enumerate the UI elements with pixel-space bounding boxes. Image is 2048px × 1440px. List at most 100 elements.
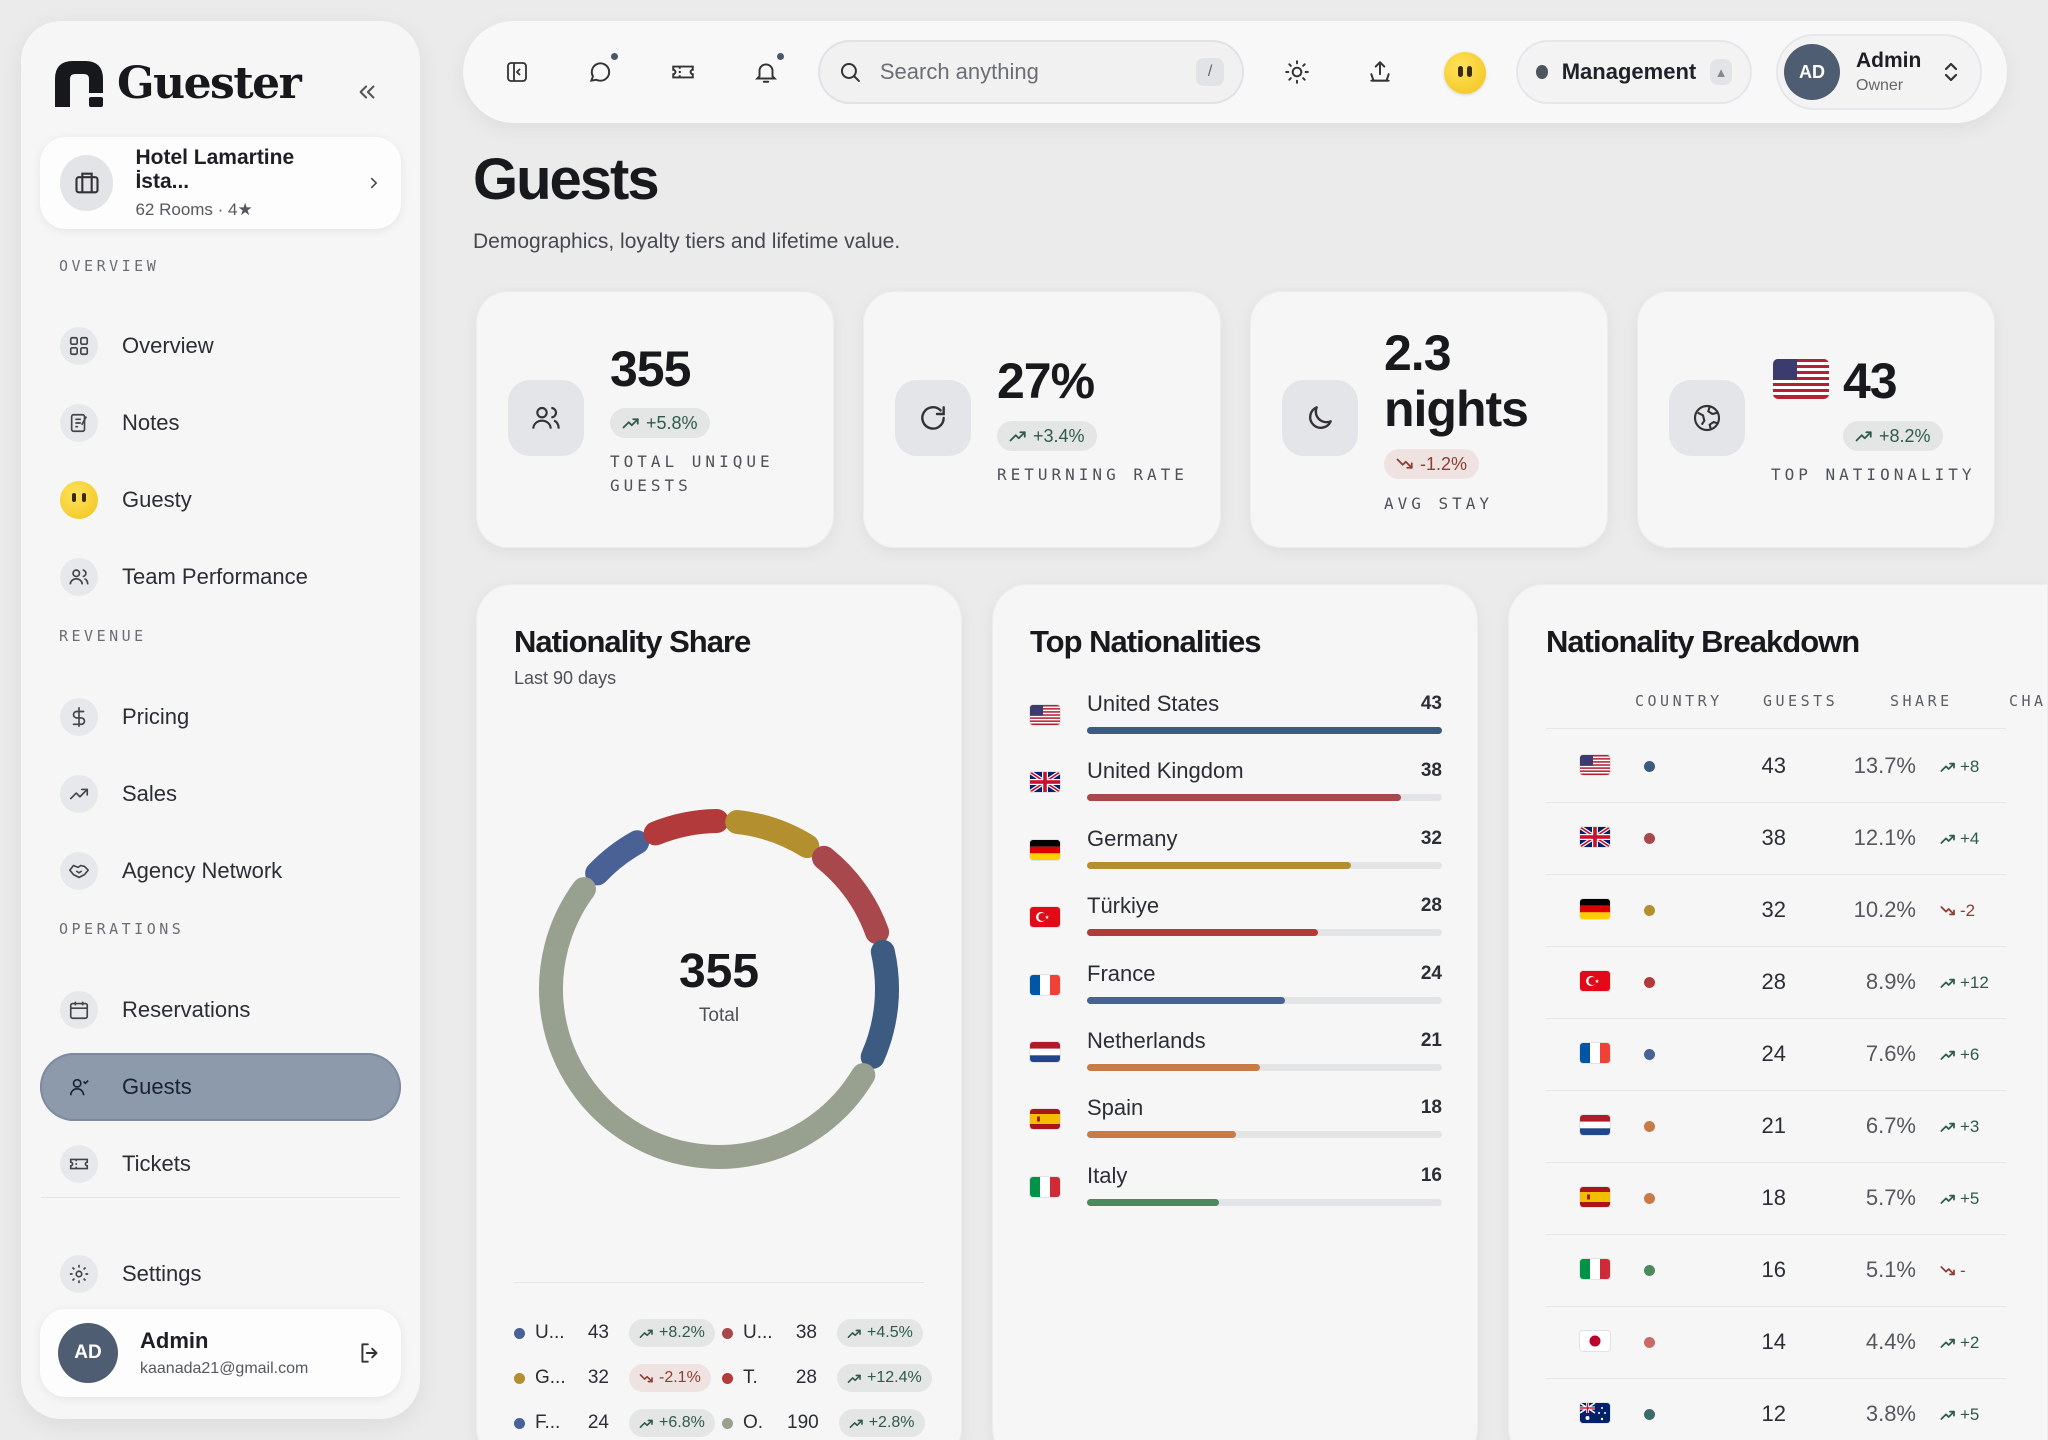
legend-item[interactable]: O. 190 +2.8% (722, 1409, 925, 1437)
tickets-button[interactable] (659, 48, 707, 96)
guests-cell: 24 (1761, 1041, 1786, 1066)
nationality-bar-türkiye[interactable]: Türkiye 28 (1030, 893, 1442, 953)
stat-value: 27% (997, 353, 1095, 409)
nationality-bar-united-states[interactable]: United States 43 (1030, 691, 1442, 751)
donut-slice-germany[interactable] (725, 809, 820, 859)
table-row[interactable]: 38 12.1% +4 (1546, 803, 2006, 875)
donut-slice-united-states[interactable] (860, 939, 899, 1069)
us-flag-icon (1030, 705, 1060, 725)
nationality-bar-united-kingdom[interactable]: United Kingdom 38 (1030, 758, 1442, 818)
legend-label: U... (743, 1322, 773, 1343)
nationality-bar-spain[interactable]: Spain 18 (1030, 1095, 1442, 1155)
collapse-sidebar-button[interactable] (356, 81, 378, 103)
toggle-panel-button[interactable] (493, 48, 541, 96)
legend-item[interactable]: T. 28 +12.4% (722, 1364, 932, 1392)
sidebar-item-team-performance[interactable]: Team Performance (40, 543, 401, 611)
table-row[interactable]: 32 10.2% -2 (1546, 875, 2006, 947)
chevron-up-icon: ▲ (1710, 59, 1732, 85)
guesty-emoji-icon[interactable] (1444, 52, 1486, 94)
table-row[interactable]: 21 6.7% +3 (1546, 1091, 2006, 1163)
bar-fill (1087, 929, 1319, 937)
bar-value: 24 (1420, 962, 1442, 984)
table-row[interactable]: 18 5.7% +5 (1546, 1163, 2006, 1235)
guests-cell: 32 (1761, 897, 1786, 922)
theme-toggle-button[interactable] (1273, 48, 1321, 96)
donut-slice-united-kingdom[interactable] (812, 845, 890, 945)
bar-label: France (1087, 960, 1156, 986)
table-row[interactable]: 14 4.4% +2 (1546, 1307, 2006, 1379)
sidebar-item-guesty[interactable]: Guesty (40, 466, 401, 534)
table-row[interactable]: 12 3.8% +5 (1546, 1379, 2006, 1440)
table-row[interactable]: 24 7.6% +6 (1546, 1019, 2006, 1091)
bar-fill (1087, 794, 1401, 802)
page-title: Guests (473, 147, 660, 212)
series-dot (1644, 1409, 1655, 1420)
search-shortcut-hint: / (1196, 58, 1224, 86)
notifications-button[interactable] (742, 48, 790, 96)
legend-item[interactable]: F... 24 +6.8% (514, 1409, 715, 1437)
sidebar-item-sales[interactable]: Sales (40, 760, 401, 828)
nationality-bar-netherlands[interactable]: Netherlands 21 (1030, 1028, 1442, 1088)
sidebar-item-pricing[interactable]: Pricing (40, 683, 401, 751)
legend-change-badge: +12.4% (837, 1364, 932, 1392)
sidebar-item-label: Team Performance (122, 564, 308, 589)
sidebar-item-label: Reservations (122, 997, 251, 1022)
sidebar-item-guests[interactable]: Guests (40, 1053, 401, 1121)
bar-track (1087, 861, 1442, 869)
bar-fill (1087, 1131, 1236, 1139)
change-cell: +3 (1940, 1117, 1979, 1137)
legend-item[interactable]: G... 32 -2.1% (514, 1364, 711, 1392)
column-header-share[interactable]: SHARE (1890, 692, 1953, 710)
nationality-bar-france[interactable]: France 24 (1030, 961, 1442, 1021)
legend-dot (514, 1327, 525, 1339)
workspace-selector[interactable]: Management ▲ (1516, 40, 1752, 104)
bar-track (1087, 929, 1442, 937)
table-row[interactable]: 16 5.1% - (1546, 1235, 2006, 1307)
share-cell: 10.2% (1853, 897, 1916, 922)
column-header-guests[interactable]: GUESTS (1763, 692, 1839, 710)
ticket-icon (672, 65, 694, 79)
legend-item[interactable]: U... 43 +8.2% (514, 1319, 715, 1347)
share-cell: 12.1% (1853, 825, 1916, 850)
sidebar-item-settings[interactable]: Settings (40, 1240, 401, 1308)
legend-item[interactable]: U... 38 +4.5% (722, 1319, 923, 1347)
sidebar-item-tickets[interactable]: Tickets (40, 1130, 401, 1198)
brand-logo[interactable]: Guester (51, 57, 302, 109)
logout-button[interactable] (357, 1340, 383, 1366)
stat-value-number: 2.3 (1384, 325, 1452, 381)
legend-label: G... (535, 1367, 566, 1388)
column-header-country[interactable]: COUNTRY (1635, 692, 1723, 710)
share-cell: 13.7% (1853, 753, 1916, 778)
table-row[interactable]: 43 13.7% +8 (1546, 731, 2006, 803)
bar-track (1087, 1131, 1442, 1139)
sidebar-item-label: Overview (122, 333, 214, 358)
fr-flag-icon (1580, 1043, 1610, 1063)
bar-label: Germany (1087, 825, 1178, 851)
account-menu[interactable]: AD Admin Owner (1776, 34, 1982, 110)
bar-label: Netherlands (1087, 1028, 1206, 1053)
hotel-switcher[interactable]: Hotel Lamartine İsta... 62 Rooms · 4★ (40, 137, 401, 229)
donut-slice-other[interactable] (539, 877, 876, 1169)
column-header-change[interactable]: CHA (2009, 692, 2047, 710)
nationality-bar-italy[interactable]: Italy 16 (1030, 1163, 1442, 1223)
legend-value: 24 (587, 1412, 609, 1433)
search-input[interactable] (879, 59, 1179, 85)
us-flag-icon (1580, 755, 1610, 775)
nationality-breakdown-panel: Nationality Breakdown COUNTRY GUESTS SHA… (1508, 584, 2048, 1440)
nationality-share-panel: Nationality Share Last 90 days 355 Total… (476, 584, 962, 1440)
nationality-bar-germany[interactable]: Germany 32 (1030, 826, 1442, 886)
donut-slice-france[interactable] (585, 830, 650, 886)
donut-slice-t-rkiye[interactable] (643, 809, 729, 846)
share-button[interactable] (1356, 48, 1404, 96)
sidebar-item-notes[interactable]: Notes (40, 389, 401, 457)
change-cell: +4 (1940, 829, 1979, 849)
sidebar-item-overview[interactable]: Overview (40, 312, 401, 380)
sidebar-item-agency-network[interactable]: Agency Network (40, 837, 401, 905)
sidebar-item-label: Notes (122, 410, 180, 435)
change-cell: - (1940, 1261, 1966, 1281)
brand-name: Guester (117, 57, 302, 109)
messages-button[interactable] (576, 48, 624, 96)
table-row[interactable]: 28 8.9% +12 (1546, 947, 2006, 1019)
sidebar-item-reservations[interactable]: Reservations (40, 976, 401, 1044)
search-bar[interactable]: / (818, 40, 1244, 104)
